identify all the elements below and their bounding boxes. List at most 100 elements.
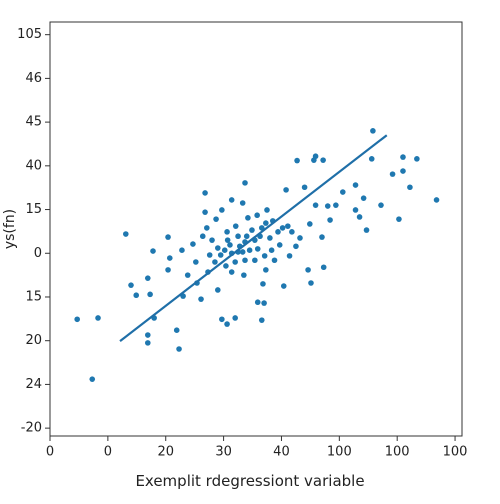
data-point	[199, 233, 206, 240]
data-point	[89, 376, 96, 382]
data-point	[215, 245, 221, 251]
data-point	[133, 292, 140, 299]
data-point	[224, 237, 231, 243]
data-point	[144, 332, 151, 338]
regression-line	[119, 134, 388, 343]
data-point	[176, 346, 182, 352]
data-point	[396, 216, 402, 222]
y-tick-label: 15	[25, 289, 42, 304]
data-point	[123, 231, 129, 237]
data-point	[246, 247, 253, 254]
data-point	[150, 248, 156, 254]
data-point	[286, 253, 293, 259]
data-point	[204, 225, 210, 231]
y-tick-label: 45	[25, 115, 42, 130]
data-point	[147, 291, 153, 298]
y-tick-label: 105	[17, 27, 42, 42]
data-point	[166, 255, 173, 261]
data-point	[279, 225, 286, 231]
data-point	[433, 197, 440, 203]
x-tick-label: 40	[273, 445, 290, 460]
data-point	[267, 235, 273, 241]
data-point	[389, 171, 396, 177]
data-point	[144, 275, 151, 281]
y-axis-label: ys(fn)	[2, 209, 18, 249]
data-point	[223, 263, 229, 269]
data-point	[261, 253, 268, 259]
data-point	[263, 220, 269, 226]
data-point	[370, 128, 376, 134]
data-point	[249, 227, 255, 233]
data-point	[245, 215, 251, 221]
x-tick-label: 0	[46, 445, 54, 460]
data-point	[293, 243, 299, 250]
data-point	[179, 247, 185, 254]
data-point	[312, 153, 319, 160]
y-tick-label: 15	[25, 202, 42, 217]
data-point	[356, 214, 363, 220]
data-point	[228, 197, 235, 203]
data-point	[239, 249, 246, 255]
data-point	[224, 229, 230, 235]
data-point	[241, 272, 247, 278]
data-point	[74, 316, 80, 323]
data-point	[363, 227, 370, 233]
x-axis-label: Exemplit rdegressiont variable	[135, 472, 364, 490]
data-point	[252, 257, 258, 264]
x-tick-label: 100	[385, 445, 410, 460]
data-point	[193, 259, 199, 265]
data-point	[360, 195, 367, 201]
data-point	[327, 217, 333, 223]
data-point	[221, 247, 228, 254]
data-point	[263, 267, 269, 273]
data-point	[212, 259, 218, 265]
data-point	[215, 287, 221, 293]
data-point	[165, 267, 171, 273]
data-point	[297, 235, 303, 241]
data-point	[254, 299, 261, 306]
x-tick-label: 20	[157, 445, 174, 460]
data-point	[232, 259, 238, 265]
data-point	[202, 190, 208, 196]
y-tick-label: 40	[25, 158, 42, 173]
data-point	[144, 340, 151, 346]
data-point	[219, 207, 225, 213]
data-point	[254, 246, 261, 252]
data-point	[232, 315, 238, 321]
data-point	[333, 202, 339, 208]
data-point	[235, 233, 241, 240]
y-tick-label: 24	[25, 377, 42, 392]
data-point	[407, 184, 413, 191]
data-point	[209, 237, 215, 243]
data-point	[305, 267, 311, 273]
data-point	[414, 156, 420, 162]
data-point	[400, 168, 406, 174]
data-point	[339, 189, 346, 195]
data-point	[283, 187, 289, 193]
data-point	[368, 156, 375, 162]
data-point	[128, 282, 134, 288]
data-point	[198, 296, 204, 302]
data-point	[312, 202, 319, 208]
data-point	[260, 281, 266, 287]
data-point	[294, 157, 300, 164]
data-point	[285, 223, 291, 229]
data-point	[308, 280, 314, 286]
data-point	[254, 212, 260, 219]
data-point	[319, 234, 325, 240]
data-point	[352, 207, 359, 213]
data-point	[213, 216, 219, 222]
data-point	[206, 252, 213, 258]
data-point	[276, 242, 283, 248]
data-point	[224, 321, 230, 327]
data-point	[217, 252, 224, 258]
data-point	[320, 157, 326, 163]
y-tick-label: 0	[34, 246, 42, 261]
y-tick-label: 20	[25, 333, 42, 348]
data-point	[242, 257, 248, 264]
y-tick-label: 46	[25, 71, 42, 86]
data-point	[289, 229, 295, 235]
plot-frame	[49, 21, 463, 437]
data-point	[219, 316, 225, 323]
data-point	[228, 269, 235, 275]
